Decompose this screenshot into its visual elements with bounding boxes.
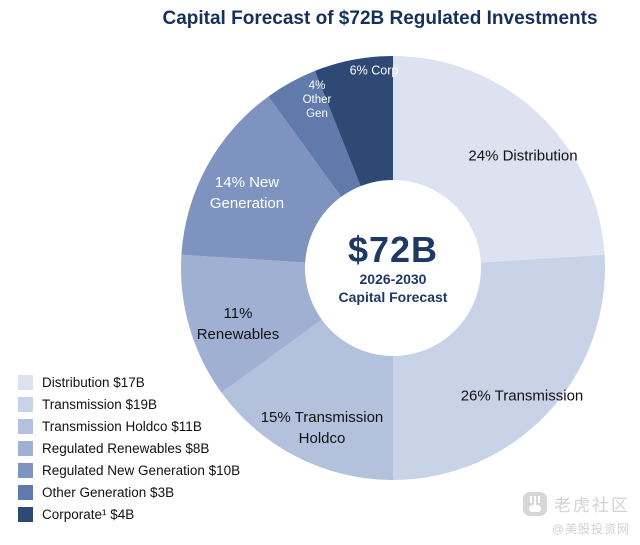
legend-swatch	[18, 463, 33, 478]
legend-swatch	[18, 397, 33, 412]
pie-segment-corporate	[314, 56, 393, 187]
legend-label: Corporate¹ $4B	[42, 507, 135, 522]
pie-segment-new-generation	[181, 96, 342, 263]
watermark-brand: 老虎社区	[554, 496, 630, 515]
legend-label: Transmission $19B	[42, 397, 158, 412]
legend-item-5: Other Generation $3B	[18, 485, 240, 500]
legend-label: Distribution $17B	[42, 375, 145, 390]
legend-swatch	[18, 419, 33, 434]
legend-swatch	[18, 375, 33, 390]
pie-segment-transmission-holdco	[221, 319, 393, 480]
legend-item-6: Corporate¹ $4B	[18, 507, 240, 522]
pie-segment-transmission	[393, 254, 605, 480]
legend-item-1: Transmission $19B	[18, 397, 240, 412]
pie-segment-distribution	[393, 56, 605, 263]
legend-item-4: Regulated New Generation $10B	[18, 463, 240, 478]
legend-swatch	[18, 507, 33, 522]
legend-label: Other Generation $3B	[42, 485, 175, 500]
watermark: 老虎社区 @美股投资网	[523, 491, 630, 537]
legend-item-2: Transmission Holdco $11B	[18, 419, 240, 434]
legend-label: Regulated Renewables $8B	[42, 441, 210, 456]
legend-swatch	[18, 441, 33, 456]
chart-title: Capital Forecast of $72B Regulated Inves…	[162, 8, 598, 29]
legend-swatch	[18, 485, 33, 500]
legend-item-0: Distribution $17B	[18, 375, 240, 390]
tiger-logo-icon	[523, 491, 547, 516]
legend-item-3: Regulated Renewables $8B	[18, 441, 240, 456]
chart-legend: Distribution $17B Transmission $19B Transm…	[18, 375, 240, 529]
pie-segment-other-generation	[268, 70, 361, 197]
legend-label: Transmission Holdco $11B	[42, 419, 202, 434]
legend-label: Regulated New Generation $10B	[42, 463, 241, 478]
pie-segment-renewables	[180, 254, 322, 393]
watermark-handle: @美股投资网	[551, 522, 630, 536]
